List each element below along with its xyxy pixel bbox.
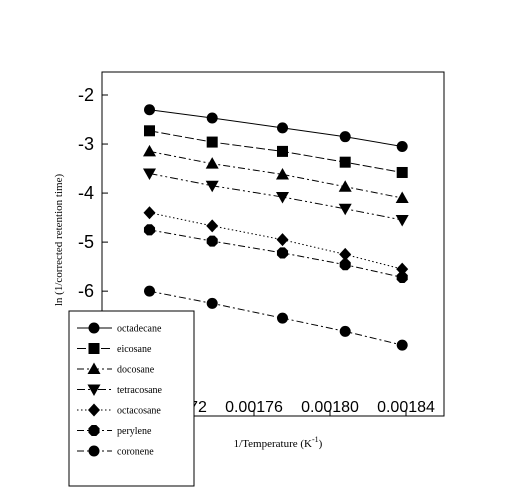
data-point [143, 144, 156, 157]
series-octacosane [143, 206, 409, 276]
series-line-eicosane [149, 130, 403, 173]
legend-marker [88, 322, 100, 334]
x-tick-label: 0.00180 [301, 399, 359, 416]
series-line-docosane [149, 150, 403, 199]
y-tick-label: -6 [78, 281, 94, 301]
data-point [339, 259, 351, 271]
data-point [396, 339, 408, 351]
legend-marker [88, 424, 100, 437]
legend-label: docosane [117, 365, 155, 376]
y-axis-ticks: -2 -3 -4 -5 -6 [78, 85, 108, 301]
data-point [144, 125, 155, 137]
series-line-octadecane [149, 109, 403, 147]
data-point [144, 104, 155, 116]
data-point [143, 224, 156, 236]
x-tick-label: 0.00184 [377, 399, 435, 416]
y-tick-label: -5 [78, 232, 94, 252]
data-point [339, 131, 351, 143]
series-line-perylene [149, 229, 403, 278]
data-point [396, 166, 408, 178]
data-point [395, 215, 409, 227]
data-point [276, 233, 289, 247]
data-point [206, 136, 218, 148]
plot-frame [101, 71, 445, 417]
legend-label: perylene [117, 426, 152, 437]
series-octadecane [144, 104, 408, 152]
data-point [277, 145, 288, 157]
data-point [338, 203, 352, 216]
series-layer [143, 104, 409, 351]
data-point [206, 235, 218, 247]
legend-box [68, 310, 195, 487]
x-axis-label-close: ) [319, 438, 323, 450]
data-point [205, 180, 219, 193]
x-axis-label-main: 1/Temperature (K [234, 438, 312, 450]
data-point [339, 247, 352, 261]
series-line-tetracosane [149, 173, 403, 221]
legend: octadecane eicosane docosane tetracosane oct… [68, 310, 195, 487]
series-eicosane [144, 125, 408, 178]
y-tick-label: -4 [78, 183, 94, 203]
legend-label: tetracosane [117, 385, 163, 396]
legend-marker [87, 362, 101, 374]
data-point [396, 262, 409, 276]
data-point [143, 168, 156, 180]
legend-marker [88, 403, 100, 417]
data-point [206, 297, 218, 309]
legend-label: coronene [117, 447, 154, 458]
data-point [276, 247, 289, 259]
legend-marker [88, 343, 100, 354]
data-point [206, 219, 219, 233]
data-point [205, 157, 219, 169]
x-axis-label: 1/Temperature (K-1) [234, 435, 323, 450]
legend-marker [88, 445, 100, 457]
data-point [144, 285, 155, 297]
data-point [339, 156, 351, 168]
legend-label: octacosane [117, 406, 161, 417]
data-point [206, 112, 218, 124]
data-point [143, 206, 156, 220]
data-point [277, 312, 288, 324]
data-point [395, 191, 409, 203]
data-point [396, 140, 408, 152]
data-point [276, 192, 289, 204]
x-tick-label: 0.00176 [225, 399, 283, 416]
data-point [277, 122, 288, 134]
data-point [338, 180, 352, 192]
legend-label: octadecane [117, 324, 162, 335]
y-tick-label: -3 [78, 134, 94, 154]
legend-marker [87, 384, 101, 396]
series-line-octacosane [149, 212, 403, 270]
series-perylene [143, 224, 408, 283]
data-point [339, 325, 351, 337]
legend-label: eicosane [117, 344, 152, 355]
series-docosane [143, 144, 409, 203]
series-tetracosane [143, 168, 409, 227]
data-point [276, 167, 289, 180]
y-axis-label: ln (1/corrected retention time) [53, 174, 65, 307]
x-axis-label-sup: -1 [312, 435, 319, 444]
data-point [396, 271, 408, 283]
series-coronene [144, 285, 408, 351]
y-tick-label: -2 [78, 85, 94, 105]
